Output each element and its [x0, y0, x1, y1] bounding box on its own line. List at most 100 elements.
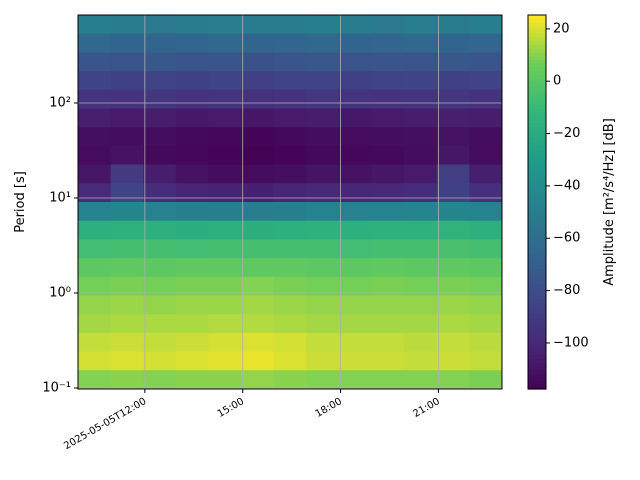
colorbar-swatch: [528, 145, 546, 151]
cell: [338, 183, 373, 203]
colorbar-swatch: [528, 336, 546, 341]
colorbar-swatch: [528, 160, 546, 166]
cell: [306, 164, 340, 184]
cell: [338, 70, 373, 91]
cell: [404, 127, 438, 147]
cell: [110, 351, 144, 371]
cell: [273, 295, 307, 315]
cell: [273, 183, 307, 203]
cell: [241, 295, 275, 315]
cell: [273, 314, 307, 334]
cell: [273, 108, 307, 128]
cell: [306, 351, 340, 371]
cell: [143, 258, 177, 278]
cell: [371, 332, 405, 353]
cell: [143, 52, 177, 72]
colorbar-tick-label: 0: [553, 74, 561, 89]
cell: [338, 370, 373, 390]
cell: [436, 164, 470, 184]
cell: [208, 145, 242, 166]
colorbar-swatch: [528, 18, 546, 24]
cell: [404, 33, 438, 53]
colorbar-swatch: [528, 22, 546, 27]
cell: [78, 127, 112, 147]
cell: [469, 70, 503, 91]
cell: [404, 258, 438, 278]
colorbar-swatch: [528, 366, 546, 371]
colorbar-swatch: [528, 44, 546, 50]
cell: [110, 164, 144, 184]
colorbar-swatch: [528, 362, 546, 368]
cell: [78, 370, 112, 390]
cell: [175, 276, 209, 296]
cell: [306, 145, 340, 166]
colorbar-swatch: [528, 149, 546, 154]
colorbar-swatch: [528, 26, 546, 31]
colorbar-swatch: [528, 37, 546, 42]
cell: [110, 108, 144, 128]
colorbar-swatch: [528, 310, 546, 315]
cell: [371, 127, 405, 147]
colorbar-swatch: [528, 82, 546, 87]
cell: [110, 370, 144, 390]
colorbar-swatch: [528, 56, 546, 61]
colorbar-swatch: [528, 101, 546, 106]
cell: [241, 351, 275, 371]
colorbar-swatch: [528, 153, 546, 158]
cell: [306, 127, 340, 147]
cell: [436, 258, 470, 278]
cell: [273, 127, 307, 147]
cell: [208, 33, 242, 53]
cell: [241, 370, 275, 390]
cell: [436, 15, 470, 35]
colorbar-swatch: [528, 15, 546, 20]
cell: [78, 220, 112, 240]
colorbar-swatch: [528, 224, 546, 229]
cell: [110, 314, 144, 334]
cell: [241, 314, 275, 334]
cell: [404, 295, 438, 315]
cell: [404, 201, 438, 222]
cell: [371, 276, 405, 296]
cell: [469, 201, 503, 222]
cell: [208, 351, 242, 371]
colorbar-swatch: [528, 276, 546, 282]
cell: [208, 201, 242, 222]
cell: [110, 145, 144, 166]
cell: [175, 351, 209, 371]
cell: [306, 201, 340, 222]
cell: [371, 258, 405, 278]
cell: [469, 370, 503, 390]
cell: [78, 52, 112, 72]
cell: [306, 89, 340, 109]
cell: [175, 220, 209, 240]
cell: [306, 108, 340, 128]
cell: [371, 239, 405, 259]
colorbar-swatch: [528, 97, 546, 102]
colorbar-frame: [527, 14, 547, 390]
cell: [306, 33, 340, 53]
cell: [241, 33, 275, 53]
cell: [338, 127, 373, 147]
cell: [110, 33, 144, 53]
cell: [110, 15, 144, 35]
cell: [175, 183, 209, 203]
cell: [208, 314, 242, 334]
cell: [110, 183, 144, 203]
cell: [404, 15, 438, 35]
cell: [78, 332, 112, 353]
cell: [469, 15, 503, 35]
colorbar-swatch: [528, 119, 546, 125]
cell: [338, 33, 373, 53]
cell: [110, 239, 144, 259]
cell: [273, 70, 307, 91]
cell: [78, 164, 112, 184]
cell: [338, 89, 373, 109]
cell: [436, 183, 470, 203]
colorbar-swatch: [528, 280, 546, 285]
cell: [175, 370, 209, 390]
colorbar-swatch: [528, 273, 546, 278]
cell: [404, 332, 438, 353]
cell: [306, 15, 340, 35]
cell: [241, 276, 275, 296]
